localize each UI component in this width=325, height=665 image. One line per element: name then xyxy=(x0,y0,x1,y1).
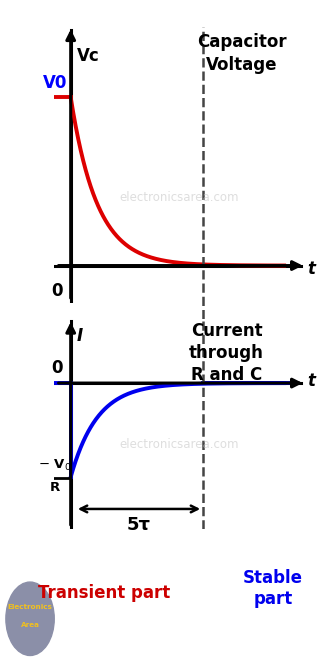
Text: R: R xyxy=(50,481,60,494)
Text: 5τ: 5τ xyxy=(127,515,151,533)
Text: electronicsarea.com: electronicsarea.com xyxy=(120,192,239,204)
Text: Stable
part: Stable part xyxy=(243,569,303,608)
Text: 0: 0 xyxy=(51,360,63,378)
Text: Capacitor
Voltage: Capacitor Voltage xyxy=(197,33,286,74)
Text: Current
through
R and C: Current through R and C xyxy=(189,322,264,384)
Text: Electronics: Electronics xyxy=(7,604,53,610)
Text: Transient part: Transient part xyxy=(38,584,170,602)
Text: $-$ V$_0$: $-$ V$_0$ xyxy=(38,458,72,473)
Text: t: t xyxy=(308,260,316,278)
Circle shape xyxy=(6,582,54,656)
Text: t: t xyxy=(308,372,316,390)
Text: Vc: Vc xyxy=(77,47,100,65)
Text: 0: 0 xyxy=(51,283,63,301)
Text: electronicsarea.com: electronicsarea.com xyxy=(120,438,239,452)
Text: Area: Area xyxy=(20,622,40,628)
Text: I: I xyxy=(77,327,83,344)
Text: V0: V0 xyxy=(43,74,67,92)
